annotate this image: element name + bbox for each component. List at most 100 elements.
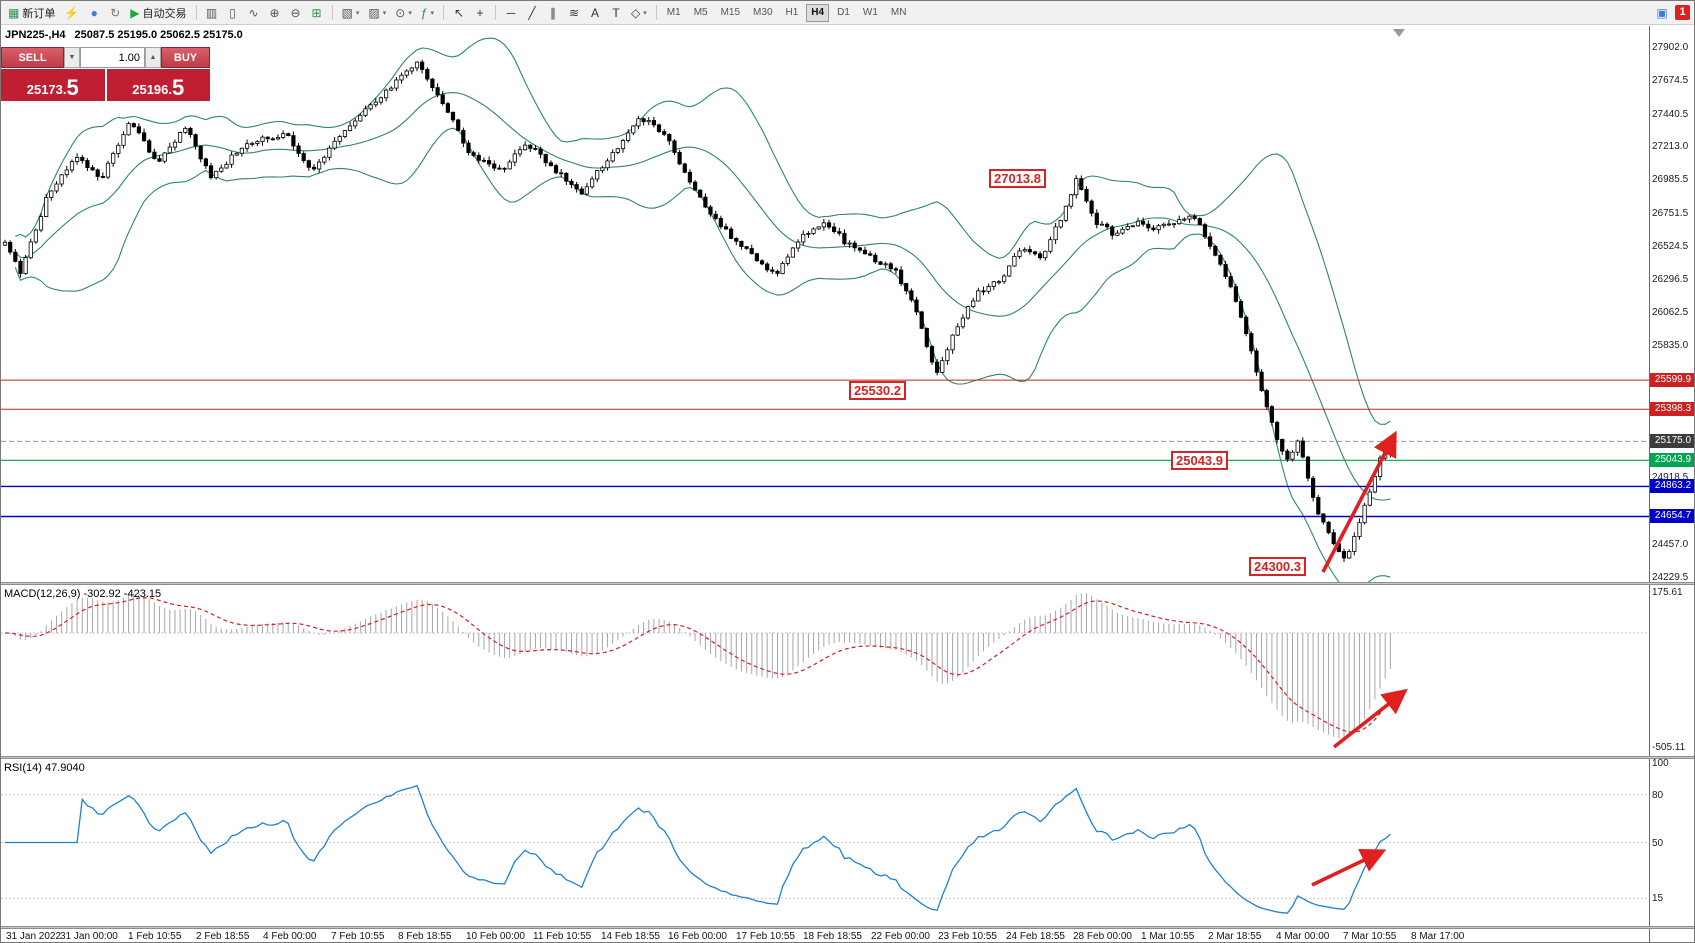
tile-windows-button[interactable]: ⊞ xyxy=(307,3,327,23)
macd-panel-canvas[interactable] xyxy=(1,585,1649,756)
new-order-button-label: 新订单 xyxy=(22,7,56,20)
price-callout[interactable]: 25530.2 xyxy=(849,381,906,400)
price-tag[interactable]: 24654.7 xyxy=(1650,509,1694,524)
line-chart-type-icon: ∿ xyxy=(248,5,259,20)
community-button[interactable]: ● xyxy=(84,3,104,23)
indicators-icon: ƒ xyxy=(420,5,428,20)
toolbar-separator xyxy=(655,5,657,20)
price-axis-tick: 26751.5 xyxy=(1652,208,1689,219)
fibonacci-button[interactable]: ≋ xyxy=(564,3,584,23)
panel-divider[interactable] xyxy=(1,756,1694,759)
price-callout[interactable]: 24300.3 xyxy=(1249,557,1306,576)
price-axis-tick: 24457.0 xyxy=(1652,538,1689,550)
price-tag[interactable]: 25599.9 xyxy=(1650,373,1694,388)
main-chart-canvas[interactable] xyxy=(1,26,1649,582)
ohlc-values: 25087.5 25195.0 25062.5 25175.0 xyxy=(74,29,243,41)
chart-list-button[interactable]: ▣ xyxy=(1652,3,1672,23)
rsi-axis-tick: 80 xyxy=(1652,789,1664,801)
tile-windows-icon: ⊞ xyxy=(311,5,322,20)
time-axis-label: 31 Jan 2022 xyxy=(6,931,62,942)
rsi-axis-tick: 100 xyxy=(1652,758,1669,769)
rsi-indicator-label: RSI(14) 47.9040 xyxy=(4,762,85,774)
price-callout[interactable]: 25043.9 xyxy=(1171,451,1228,470)
time-axis-label: 7 Feb 10:55 xyxy=(331,931,385,942)
time-axis-label: 8 Feb 18:55 xyxy=(398,931,452,942)
shapes-button[interactable]: ◇ ▾ xyxy=(627,3,651,23)
volume-decrease-button[interactable]: ▼ xyxy=(64,47,80,68)
trendline-button[interactable]: ╱ xyxy=(522,3,542,23)
label-icon: T xyxy=(612,5,620,20)
toolbar-separator xyxy=(443,5,445,20)
timeframe-h1-button[interactable]: H1 xyxy=(785,6,799,18)
lightning-button[interactable]: ⚡ xyxy=(60,3,83,23)
price-tag[interactable]: 25043.9 xyxy=(1650,453,1694,468)
indicators-button[interactable]: ƒ ▾ xyxy=(417,3,438,23)
toolbar-separator xyxy=(331,5,333,20)
time-axis-label: 18 Feb 18:55 xyxy=(803,931,862,942)
crosshair-button[interactable]: + xyxy=(470,3,490,23)
rsi-panel-canvas[interactable] xyxy=(1,759,1649,926)
auto-trading-button-label: 自动交易 xyxy=(142,7,187,20)
price-tag[interactable]: 24863.2 xyxy=(1650,479,1694,494)
profiles-button[interactable]: ▨ ▾ xyxy=(364,3,390,23)
time-axis-label: 11 Feb 10:55 xyxy=(533,931,592,942)
zoom-in-button[interactable]: ⊕ xyxy=(265,3,285,23)
price-tag[interactable]: 25175.0 xyxy=(1650,434,1694,449)
volume-input[interactable] xyxy=(80,47,145,68)
timeframe-m15-button[interactable]: M15 xyxy=(720,6,741,18)
panel-divider[interactable] xyxy=(1,582,1694,585)
macd-axis-tick: -505.11 xyxy=(1652,742,1686,753)
line-chart-type-button[interactable]: ∿ xyxy=(244,3,264,23)
notification-badge[interactable]: 1 xyxy=(1675,5,1690,20)
new-chart-button[interactable]: ▧ ▾ xyxy=(338,3,364,23)
timeframe-h4-button[interactable]: H4 xyxy=(806,3,830,22)
bar-chart-type-icon: ▥ xyxy=(205,5,218,20)
crosshair-icon: + xyxy=(476,5,484,20)
shapes-button-dropdown-icon: ▾ xyxy=(643,9,647,17)
time-axis-label: 14 Feb 18:55 xyxy=(601,931,660,942)
volume-increase-button[interactable]: ▲ xyxy=(145,47,161,68)
buy-price-button[interactable]: 25196. 5 xyxy=(106,69,210,101)
panel-divider[interactable] xyxy=(1,926,1694,929)
fibonacci-icon: ≋ xyxy=(569,5,580,20)
timeframe-m30-button[interactable]: M30 xyxy=(753,6,773,18)
price-axis-tick: 27440.5 xyxy=(1652,108,1689,120)
sell-button[interactable]: SELL xyxy=(1,47,64,68)
candlestick-type-button[interactable]: ▯ xyxy=(223,3,243,23)
buy-price-pip: 5 xyxy=(172,75,185,100)
time-axis-label: 17 Feb 10:55 xyxy=(736,931,795,942)
zoom-out-button[interactable]: ⊖ xyxy=(286,3,306,23)
auto-trading-button[interactable]: ▶ 自动交易 xyxy=(126,3,190,23)
refresh-button[interactable]: ↻ xyxy=(105,3,125,23)
channel-button[interactable]: ∥ xyxy=(543,3,563,23)
time-axis-label: 28 Feb 00:00 xyxy=(1073,931,1132,942)
timeframe-mn-button[interactable]: MN xyxy=(890,6,907,18)
text-button[interactable]: A xyxy=(585,3,605,23)
chart-ohlc-title: JPN225-,H4 25087.5 25195.0 25062.5 25175.… xyxy=(5,29,243,41)
horizontal-line-button[interactable]: ─ xyxy=(501,3,521,23)
price-tag[interactable]: 25398.3 xyxy=(1650,402,1694,417)
timeframe-m5-button[interactable]: M5 xyxy=(693,6,708,18)
price-axis-tick: 24918.5 xyxy=(1652,472,1689,484)
toolbar-separator xyxy=(195,5,197,20)
timeframe-d1-button[interactable]: D1 xyxy=(837,6,850,18)
price-axis-border xyxy=(1649,26,1650,942)
price-callout[interactable]: 27013.8 xyxy=(989,169,1046,188)
price-axis-tick: 27213.0 xyxy=(1652,141,1689,153)
macd-axis-tick: 175.61 xyxy=(1652,587,1683,598)
symbol-period-label: JPN225-,H4 xyxy=(5,29,66,41)
period-dropdown-button[interactable]: ⊙ ▾ xyxy=(391,3,416,23)
bar-chart-type-button[interactable]: ▥ xyxy=(202,3,222,23)
timeframe-m1-button[interactable]: M1 xyxy=(666,6,681,18)
new-order-icon: ▦ xyxy=(8,5,20,20)
sell-price-button[interactable]: 25173. 5 xyxy=(1,69,105,101)
cursor-button[interactable]: ↖ xyxy=(449,3,469,23)
cursor-icon: ↖ xyxy=(454,5,465,20)
chart-list-icon: ▣ xyxy=(1656,5,1668,20)
timeframe-w1-button[interactable]: W1 xyxy=(862,6,878,18)
buy-button[interactable]: BUY xyxy=(161,47,210,68)
new-order-button[interactable]: ▦ 新订单 xyxy=(4,3,59,23)
price-axis-tick: 26524.5 xyxy=(1652,240,1689,252)
refresh-icon: ↻ xyxy=(110,5,121,20)
label-button[interactable]: T xyxy=(606,3,626,23)
